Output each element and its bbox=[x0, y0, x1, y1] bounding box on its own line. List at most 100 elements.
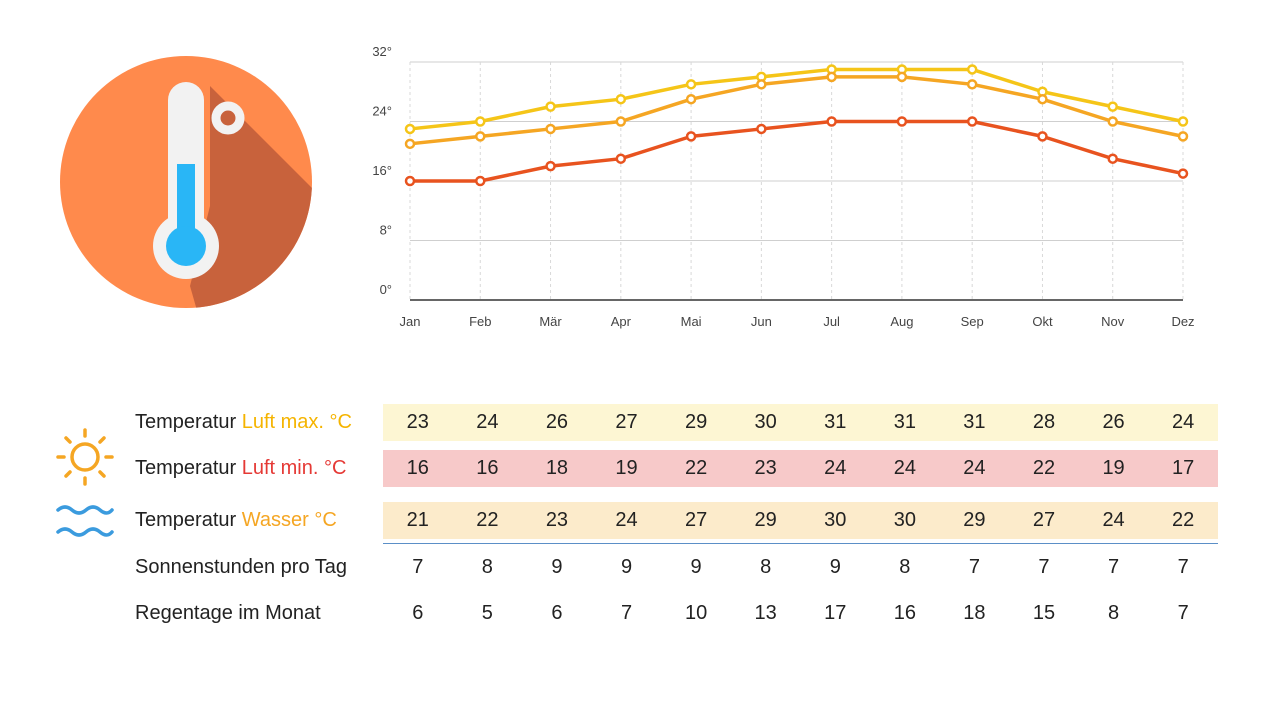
table-cell: 5 bbox=[481, 602, 493, 624]
table-cell: 7 bbox=[1108, 556, 1120, 578]
y-tick-label: 24° bbox=[372, 104, 392, 119]
row-band bbox=[383, 450, 1218, 487]
table-cell: 30 bbox=[754, 411, 777, 433]
table-cell: 27 bbox=[1032, 509, 1056, 531]
table-cell: 24 bbox=[824, 457, 847, 479]
table-cell: 7 bbox=[1177, 602, 1189, 624]
x-tick-label: Sep bbox=[961, 314, 984, 329]
table-cell: 23 bbox=[545, 509, 569, 531]
data-point-water bbox=[826, 71, 837, 83]
table-cell: 22 bbox=[476, 509, 499, 531]
chart-axes: 0° 8° 16° 24° 32° Jan Feb Mär Apr Mai Jun Jul Aug Sep… bbox=[372, 44, 1194, 329]
table-cell: 26 bbox=[545, 411, 569, 433]
table-cell: 17 bbox=[824, 602, 847, 624]
table-cell: 6 bbox=[551, 602, 563, 624]
table-cell: 24 bbox=[476, 411, 499, 433]
table-cell: 8 bbox=[1108, 602, 1120, 624]
row-label-prefix: Temperatur bbox=[135, 411, 242, 433]
data-point-water bbox=[756, 79, 767, 90]
table-cell: 24 bbox=[893, 457, 916, 479]
data-point-air_min bbox=[896, 116, 908, 127]
x-tick-label: Mai bbox=[681, 314, 702, 329]
table-cell: 16 bbox=[476, 457, 499, 479]
table-cell: 10 bbox=[684, 602, 708, 624]
table-separator bbox=[383, 543, 1218, 544]
water-waves-icon bbox=[56, 505, 114, 537]
data-point-water bbox=[896, 71, 908, 83]
data-point-water bbox=[615, 116, 627, 127]
table-cell: 7 bbox=[1177, 556, 1189, 578]
data-point-air_min bbox=[1177, 168, 1189, 179]
table-cell: 9 bbox=[551, 556, 563, 578]
row-label-prefix: Sonnenstunden pro Tag bbox=[135, 556, 348, 578]
row-label-highlight: Wasser °C bbox=[241, 509, 337, 531]
row-label-highlight: Luft min. °C bbox=[241, 457, 347, 479]
row-label-prefix: Temperatur bbox=[135, 509, 242, 531]
table-cell: 28 bbox=[1032, 411, 1056, 433]
table-cell: 24 bbox=[963, 457, 986, 479]
table-row-air-max: Temperatur Luft max. °C 23 24 26 27 29 30 31 31… bbox=[0, 404, 1280, 441]
table-cell: 16 bbox=[406, 457, 429, 479]
table-row-water: Temperatur Wasser °C 21 22 23 24 27 29 30 30 29 2… bbox=[0, 502, 1280, 539]
table-cell: 18 bbox=[963, 602, 986, 624]
x-tick-label: Nov bbox=[1101, 314, 1125, 329]
table-cell: 29 bbox=[754, 509, 777, 531]
data-point-air_max bbox=[545, 101, 556, 112]
table-cell: 26 bbox=[1102, 411, 1125, 433]
table-cell: 30 bbox=[824, 509, 847, 531]
data-point-air_min bbox=[545, 160, 556, 172]
data-point-air_min bbox=[756, 123, 767, 135]
data-point-water bbox=[545, 123, 556, 135]
table-cell: 27 bbox=[684, 509, 708, 531]
row-label: Temperatur Luft max. °C bbox=[135, 404, 352, 441]
table-cell: 22 bbox=[1032, 457, 1056, 479]
data-point-air_min bbox=[966, 116, 978, 127]
data-point-water bbox=[685, 93, 697, 105]
table-cell: 22 bbox=[684, 457, 708, 479]
series-line-air_min bbox=[410, 119, 1184, 183]
x-tick-label: Aug bbox=[890, 314, 913, 329]
table-cell: 31 bbox=[963, 411, 986, 433]
y-tick-label: 32° bbox=[372, 44, 392, 59]
row-cells: 7 8 9 9 9 8 9 8 7 7 7 7 bbox=[383, 549, 1218, 586]
table-row-sun-hours: Sonnenstunden pro Tag 7 8 9 9 9 8 9 8 7 7 7 7 bbox=[0, 549, 1280, 586]
table-cell: 22 bbox=[1172, 509, 1195, 531]
row-label: Regentage im Monat bbox=[135, 595, 321, 632]
series-line-water bbox=[409, 75, 1184, 146]
table-cell: 27 bbox=[615, 411, 638, 433]
row-label: Temperatur Wasser °C bbox=[135, 502, 337, 539]
table-cell: 7 bbox=[1038, 556, 1050, 578]
table-cell: 31 bbox=[824, 411, 847, 433]
data-point-air_max bbox=[404, 123, 416, 135]
table-cell: 31 bbox=[893, 411, 916, 433]
y-tick-label: 0° bbox=[380, 282, 392, 297]
row-label: Sonnenstunden pro Tag bbox=[135, 549, 347, 586]
data-point-air_min bbox=[826, 116, 837, 127]
table-cell: 9 bbox=[690, 556, 702, 578]
table-cell: 16 bbox=[893, 602, 916, 624]
data-point-air_min bbox=[404, 175, 416, 187]
data-point-air_min bbox=[475, 175, 486, 187]
table-cell: 8 bbox=[760, 556, 772, 578]
table-cell: 21 bbox=[406, 509, 429, 531]
table-row-air-min: Temperatur Luft min. °C 16 16 18 19 22 23 24 24… bbox=[0, 450, 1280, 487]
data-point-air_min bbox=[615, 153, 627, 164]
data-point-water bbox=[1037, 93, 1048, 105]
row-cells: 6 5 6 7 10 13 17 16 18 15 8 7 bbox=[383, 595, 1218, 632]
x-tick-label: Feb bbox=[469, 314, 491, 329]
table-cell: 23 bbox=[406, 411, 429, 433]
y-tick-label: 16° bbox=[372, 163, 392, 178]
row-label-prefix: Regentage im Monat bbox=[135, 602, 321, 624]
data-point-air_max bbox=[685, 79, 697, 90]
temperature-line-chart: 0° 8° 16° 24° 32° Jan Feb Mär Apr Mai Jun Jul Aug Sep… bbox=[372, 44, 1194, 329]
data-point-air_max bbox=[615, 93, 627, 105]
table-cell: 9 bbox=[829, 556, 841, 578]
sun-icon bbox=[56, 428, 114, 486]
row-label: Temperatur Luft min. °C bbox=[135, 450, 346, 487]
table-cell: 24 bbox=[1172, 411, 1195, 433]
row-band bbox=[383, 404, 1218, 441]
row-band bbox=[383, 502, 1218, 539]
chart-series bbox=[404, 64, 1189, 187]
series-line-air_max bbox=[409, 67, 1184, 131]
data-point-air_min bbox=[1107, 153, 1118, 164]
